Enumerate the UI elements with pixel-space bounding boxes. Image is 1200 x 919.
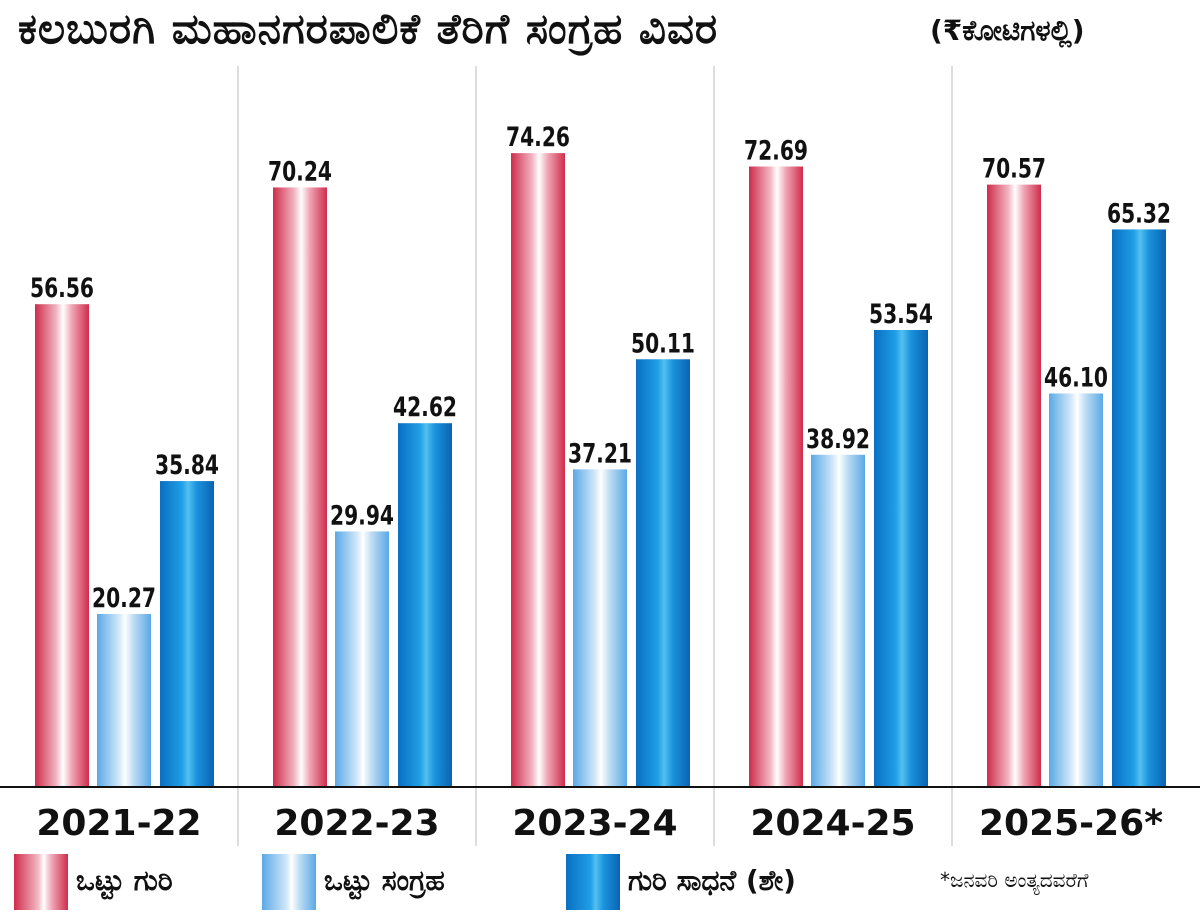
bar-collection-2 bbox=[573, 469, 627, 787]
data-label-achievement-1: 42.62 bbox=[393, 392, 457, 423]
legend-swatch-target bbox=[14, 854, 68, 910]
data-label-target-2: 74.26 bbox=[506, 122, 570, 153]
data-label-collection-0: 20.27 bbox=[92, 583, 156, 614]
data-label-collection-4: 46.10 bbox=[1044, 362, 1108, 393]
bar-achievement-1 bbox=[398, 423, 452, 787]
chart-legend: ಒಟ್ಟು ಗುರಿ ಒಟ್ಟು ಸಂಗ್ರಹ ಗುರಿ ಸಾಧನೆ (ಶೇ) … bbox=[0, 846, 1200, 919]
category-label-4: 2025-26* bbox=[979, 803, 1163, 844]
bar-achievement-4 bbox=[1112, 229, 1166, 788]
chart-title: ಕಲಬುರಗಿ ಮಹಾನಗರಪಾಲಿಕೆ ತೆರಿಗೆ ಸಂಗ್ರಹ ವಿವರ bbox=[18, 4, 719, 53]
data-label-collection-2: 37.21 bbox=[568, 438, 632, 469]
data-label-collection-1: 29.94 bbox=[330, 500, 394, 531]
data-label-target-4: 70.57 bbox=[982, 154, 1046, 185]
category-label-1: 2022-23 bbox=[274, 803, 439, 844]
bar-collection-4 bbox=[1049, 393, 1103, 787]
data-label-achievement-2: 50.11 bbox=[631, 328, 695, 359]
data-label-target-3: 72.69 bbox=[744, 136, 808, 167]
bar-achievement-0 bbox=[160, 481, 214, 787]
bar-chart: 56.56 20.27 35.84 2021-22 70.24 29.94 42.62 202… bbox=[0, 66, 1200, 846]
bar-collection-3 bbox=[811, 454, 865, 787]
data-label-collection-3: 38.92 bbox=[806, 424, 870, 455]
bar-target-1 bbox=[273, 187, 327, 787]
bar-collection-1 bbox=[335, 531, 389, 787]
bar-target-0 bbox=[35, 304, 89, 787]
data-label-achievement-0: 35.84 bbox=[155, 450, 219, 481]
bar-target-4 bbox=[987, 184, 1041, 787]
legend-swatch-collection bbox=[262, 854, 316, 910]
data-label-achievement-4: 65.32 bbox=[1107, 198, 1171, 229]
category-label-3: 2024-25 bbox=[750, 803, 915, 844]
bar-target-3 bbox=[749, 166, 803, 787]
legend-label-target: ಒಟ್ಟು ಗುರಿ bbox=[76, 864, 173, 897]
data-label-target-0: 56.56 bbox=[30, 273, 94, 304]
legend-label-achievement: ಗುರಿ ಸಾಧನೆ (ಶೇ) bbox=[628, 864, 796, 897]
data-label-target-1: 70.24 bbox=[268, 156, 332, 187]
legend-label-collection: ಒಟ್ಟು ಸಂಗ್ರಹ bbox=[324, 864, 445, 897]
footnote: *ಜನವರಿ ಅಂತ್ಯದವರೆಗೆ bbox=[940, 868, 1089, 892]
bar-achievement-2 bbox=[636, 359, 690, 787]
chart-title-bar: ಕಲಬುರಗಿ ಮಹಾನಗರಪಾಲಿಕೆ ತೆರಿಗೆ ಸಂಗ್ರಹ ವಿವರ … bbox=[0, 0, 1200, 66]
bar-collection-0 bbox=[97, 613, 151, 787]
data-label-achievement-3: 53.54 bbox=[869, 299, 933, 330]
legend-swatch-achievement bbox=[566, 854, 620, 910]
bar-target-2 bbox=[511, 153, 565, 787]
chart-unit: (₹ಕೋಟಿಗಳಲ್ಲಿ) bbox=[930, 14, 1085, 47]
category-label-0: 2021-22 bbox=[36, 803, 201, 844]
category-label-2: 2023-24 bbox=[512, 803, 677, 844]
bar-achievement-3 bbox=[874, 329, 928, 787]
